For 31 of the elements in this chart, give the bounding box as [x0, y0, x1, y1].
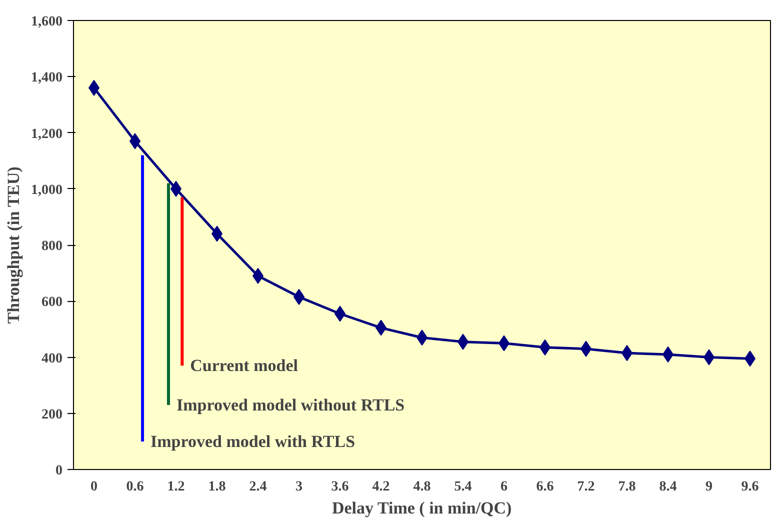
y-tick-label: 200: [42, 407, 62, 422]
y-tick-label: 1,600: [31, 14, 62, 30]
x-tick-label: 3: [296, 480, 302, 494]
y-tick-label: 800: [42, 239, 62, 254]
x-tick-label: 3.6: [331, 480, 349, 494]
x-tick-label: 4.8: [413, 480, 431, 494]
x-tick-label: 5.4: [454, 480, 472, 494]
x-tick-label: 6.6: [536, 480, 554, 494]
x-tick-label: 7.2: [577, 480, 595, 494]
x-tick-label: 0.6: [126, 480, 144, 494]
x-tick-label: 2.4: [249, 480, 267, 494]
x-tick-label: 9.6: [741, 480, 759, 494]
annotation: Improved model with RTLS: [150, 432, 356, 451]
y-tick-label: 600: [42, 295, 62, 310]
y-tick-label: 1,000: [31, 182, 62, 198]
y-axis-title: Throughput (in TEU): [4, 166, 23, 324]
annotation: Current model: [190, 356, 298, 376]
x-tick-label: 0: [90, 480, 98, 494]
x-tick-label: 6: [500, 480, 508, 494]
x-tick-label: 9: [706, 480, 712, 494]
x-axis-title: Delay Time ( in min/QC): [332, 498, 512, 518]
x-tick-label: 8.4: [659, 480, 677, 494]
x-tick-label: 1.2: [167, 480, 185, 494]
y-tick-label: 1,400: [31, 70, 62, 86]
x-tick-label: 4.2: [372, 480, 390, 494]
annotation: Improved model without RTLS: [176, 395, 405, 414]
y-tick-label: 1,200: [31, 126, 62, 142]
y-tick-label: 0: [56, 464, 62, 478]
y-tick-label: 400: [42, 351, 62, 366]
x-tick-label: 1.8: [208, 480, 226, 494]
x-tick-label: 7.8: [618, 480, 636, 494]
